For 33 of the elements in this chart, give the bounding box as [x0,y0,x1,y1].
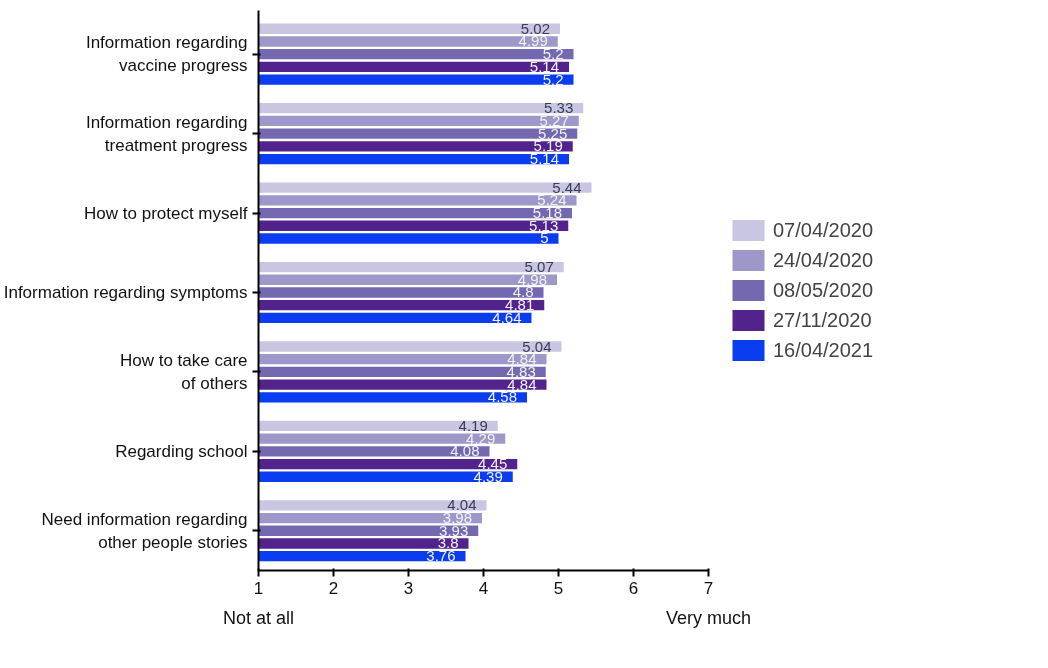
x-tick-label: 2 [328,578,339,598]
text: Not at all [222,607,295,628]
y-tick-label: Regarding school [115,441,248,461]
data-label: 4.81 [505,296,535,314]
x-tick-label: 6 [628,578,639,598]
legend-label: 27/11/2020 [773,308,872,332]
text: Very much [665,607,752,628]
legend-label: 07/04/2020 [773,218,874,242]
legend-label: 08/05/2020 [773,278,874,302]
x-tick-label: 3 [403,578,414,598]
x-tick-label: 1 [253,578,264,598]
y-tick-label: Need information regarding other people stories [41,509,248,552]
data-label: 4.19 [458,416,488,434]
data-label: 5.33 [544,99,574,117]
x-tick-label: 4 [478,578,489,598]
legend-label: 16/04/2021 [773,338,874,362]
data-label: 5.18 [532,204,563,222]
legend-label: 24/04/2020 [773,248,874,272]
data-label: 5.02 [520,19,551,37]
data-label: 5.14 [529,150,560,168]
y-tick-label: How to protect myself [84,203,248,223]
x-tick-label: 7 [703,578,714,598]
y-tick-label: Information regarding symptoms [3,282,248,302]
y-tick-label: Information regarding treatment progress [85,112,248,155]
data-label: 3.76 [426,547,456,565]
x-tick-label: 5 [553,578,564,598]
data-label: 5.04 [522,337,552,355]
data-label: 5.2 [542,45,564,63]
y-tick-label: How to take care of others [119,351,248,393]
data-label: 5.44 [552,178,582,196]
data-label: 5.07 [524,258,554,276]
y-tick-label: Information regarding vaccine progress [85,33,248,76]
data-label: 4.45 [478,455,508,473]
